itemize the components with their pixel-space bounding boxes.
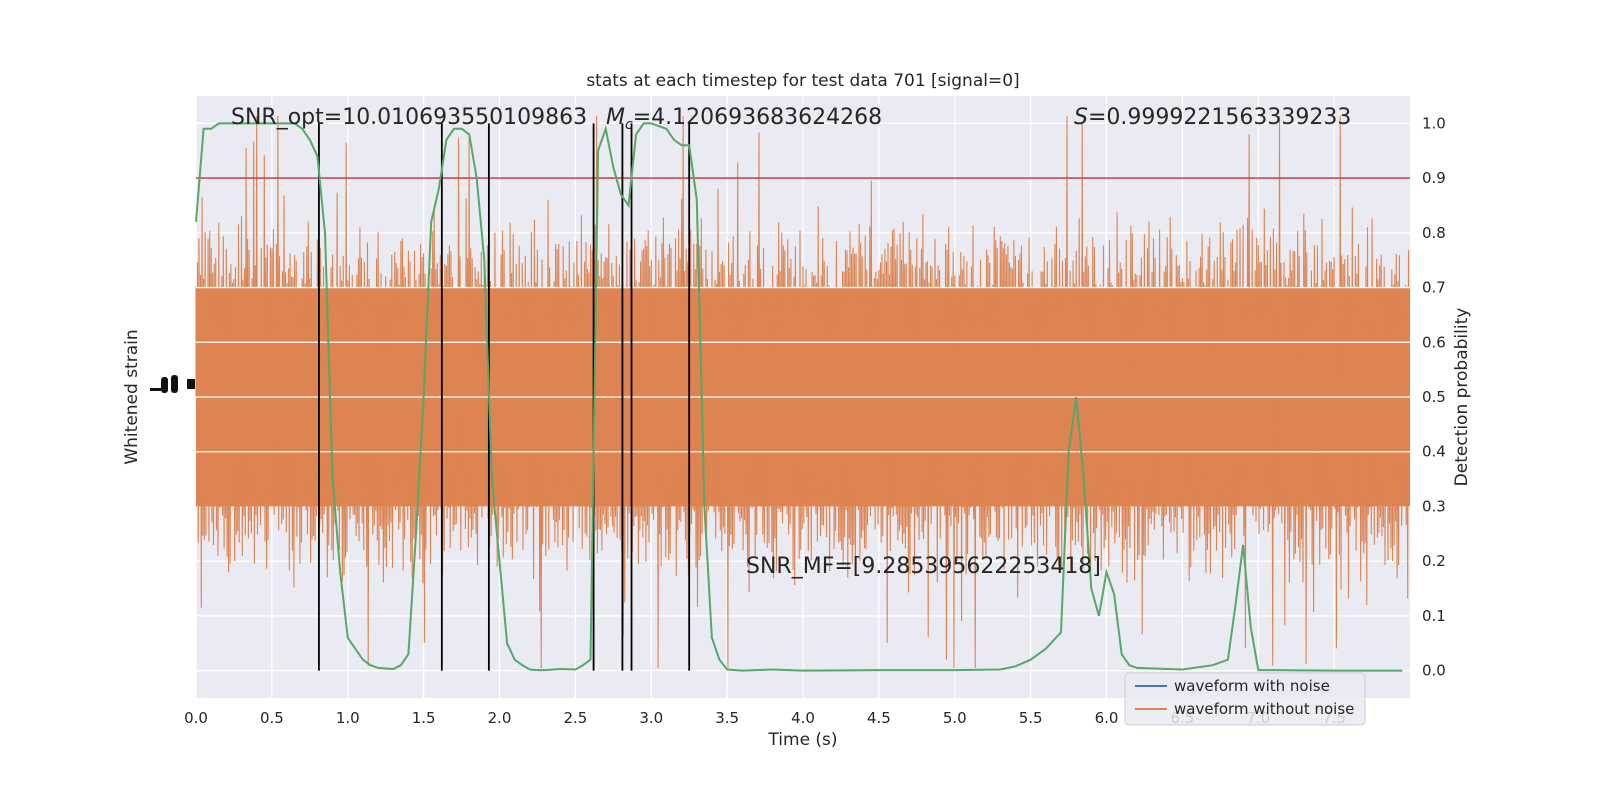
x-tick-label: 5.0 — [943, 709, 967, 727]
y-tick-label: 0.0 — [1422, 662, 1446, 680]
legend-box — [1124, 672, 1366, 726]
y-tick-labels-right: 0.0 0.1 0.2 0.3 0.4 0.5 0.6 0.7 0.8 0.9 1.0 — [1422, 114, 1446, 679]
strain-noise-series — [195, 115, 1410, 669]
x-tick-label: 2.0 — [488, 709, 512, 727]
x-tick-label: 1.0 — [336, 709, 360, 727]
legend-label-with-noise: waveform with noise — [1174, 677, 1330, 695]
x-tick-label: 3.5 — [715, 709, 739, 727]
mc-annotation: Mc=4.120693683624268 — [606, 105, 882, 133]
y-tick-label: 0.5 — [1422, 388, 1446, 406]
x-tick-label: 1.5 — [412, 709, 436, 727]
chart-title: stats at each timestep for test data 701… — [586, 71, 1019, 91]
x-tick-label: 4.0 — [791, 709, 815, 727]
x-tick-label: 0.5 — [260, 709, 284, 727]
s-annotation: S=0.9999221563339233 — [1074, 105, 1351, 130]
legend: waveform with noise waveform without noi… — [1124, 672, 1366, 726]
y-axis-label-right: Detection probability — [1452, 308, 1472, 487]
x-tick-label: 6.0 — [1095, 709, 1119, 727]
x-tick-label: 3.0 — [639, 709, 663, 727]
y-tick-label: 0.9 — [1422, 169, 1446, 187]
y-tick-label: 0.6 — [1422, 333, 1446, 351]
x-tick-label: 0.0 — [184, 709, 208, 727]
snr-mf-annotation: SNR_MF=[9.285395622253418] — [746, 554, 1101, 579]
y-tick-label: 0.4 — [1422, 443, 1446, 461]
x-axis-label: Time (s) — [767, 730, 837, 750]
legend-label-without-noise: waveform without noise — [1174, 700, 1354, 718]
x-tick-label: 2.5 — [563, 709, 587, 727]
left-axis-glyphs — [150, 375, 195, 393]
y-tick-label: 0.2 — [1422, 552, 1446, 570]
y-tick-label: 0.1 — [1422, 607, 1446, 625]
y-tick-label: 0.3 — [1422, 497, 1446, 515]
detection-probability-line — [195, 122, 1403, 672]
y-tick-label: 1.0 — [1422, 114, 1446, 132]
snr-opt-annotation: SNR_opt=10.010693550109863 — [231, 105, 587, 130]
x-tick-label: 4.5 — [867, 709, 891, 727]
noise-trace — [195, 115, 1410, 669]
y-tick-label: 0.8 — [1422, 224, 1446, 242]
y-tick-label: 0.7 — [1422, 279, 1446, 297]
x-tick-label: 5.5 — [1019, 709, 1043, 727]
y-axis-label-left: Whitened strain — [122, 329, 142, 464]
